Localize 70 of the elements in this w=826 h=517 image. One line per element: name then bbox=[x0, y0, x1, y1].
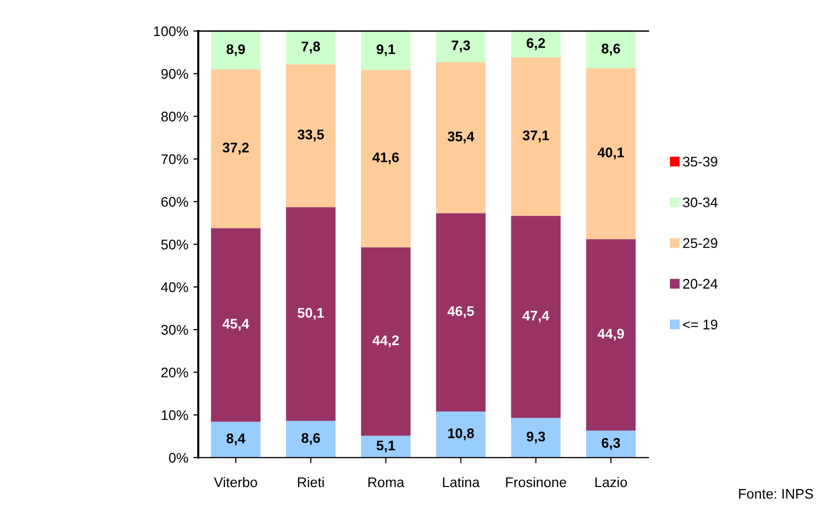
data-label: 6,3 bbox=[602, 438, 620, 450]
data-label: 8,9 bbox=[226, 44, 245, 56]
data-label: 7,3 bbox=[452, 40, 470, 52]
x-tick-label: Lazio bbox=[595, 476, 627, 488]
x-tick-label: Viterbo bbox=[214, 476, 258, 488]
y-tick-label: 50% bbox=[161, 240, 188, 250]
y-tick-label: 80% bbox=[161, 112, 188, 122]
bar bbox=[210, 69, 261, 228]
bar bbox=[436, 62, 486, 214]
data-label: 41,6 bbox=[372, 152, 399, 164]
data-label: 8,4 bbox=[226, 434, 246, 446]
data-label: 5,1 bbox=[376, 440, 396, 452]
bar bbox=[511, 31, 561, 58]
data-label: 35,4 bbox=[448, 132, 474, 144]
bar bbox=[511, 57, 561, 216]
legend-label: 35-39 bbox=[682, 156, 718, 167]
data-label: 33,5 bbox=[298, 130, 324, 142]
bar bbox=[286, 31, 336, 64]
bar bbox=[586, 68, 636, 240]
bar bbox=[586, 31, 636, 68]
data-label: 10,8 bbox=[448, 428, 474, 440]
bar bbox=[361, 247, 411, 436]
y-tick-label: 0% bbox=[168, 452, 188, 463]
bar bbox=[511, 216, 561, 418]
legend-label: 25-29 bbox=[683, 238, 718, 248]
y-tick-label: 90% bbox=[161, 69, 188, 79]
data-label: 46,5 bbox=[448, 306, 474, 318]
y-tick-label: 70% bbox=[161, 154, 188, 164]
bar bbox=[286, 420, 336, 458]
bar bbox=[286, 64, 336, 208]
y-tick-label: 20% bbox=[161, 368, 188, 378]
bar bbox=[361, 70, 411, 248]
y-tick-label: 100% bbox=[154, 26, 188, 36]
x-tick-label: Latina bbox=[443, 476, 480, 488]
bar bbox=[210, 422, 261, 458]
data-label: 8,6 bbox=[602, 44, 620, 56]
x-tick-label: Rieti bbox=[298, 476, 324, 488]
data-label: 37,1 bbox=[522, 130, 549, 142]
bar bbox=[436, 31, 486, 62]
data-label: 9,3 bbox=[526, 432, 546, 444]
data-label: 6,2 bbox=[526, 38, 545, 50]
bar bbox=[436, 213, 486, 412]
data-label: 44,9 bbox=[598, 328, 624, 341]
bar bbox=[436, 411, 486, 458]
bar bbox=[586, 430, 636, 458]
data-label: 45,4 bbox=[222, 318, 250, 331]
legend-label: 20-24 bbox=[683, 278, 718, 289]
data-label: 8,6 bbox=[302, 433, 320, 445]
bar bbox=[210, 228, 261, 422]
source-note: Fonte: INPS bbox=[739, 488, 813, 499]
x-tick-label: Roma bbox=[368, 478, 404, 488]
bar bbox=[210, 31, 261, 70]
x-tick-label: Frosinone bbox=[506, 476, 566, 488]
data-label: 9,1 bbox=[376, 44, 396, 56]
bar bbox=[586, 239, 636, 431]
bar bbox=[286, 207, 336, 421]
y-tick-label: 30% bbox=[161, 324, 188, 335]
data-label: 40,1 bbox=[598, 148, 624, 160]
data-label: 7,8 bbox=[302, 42, 320, 54]
data-label: 50,1 bbox=[298, 308, 324, 320]
y-tick-label: 10% bbox=[162, 410, 188, 420]
bar bbox=[361, 31, 411, 70]
y-tick-label: 40% bbox=[161, 282, 188, 292]
data-label: 44,2 bbox=[372, 335, 399, 348]
legend-label: 30-34 bbox=[682, 197, 718, 208]
y-tick-label: 60% bbox=[161, 196, 188, 207]
data-label: 47,4 bbox=[522, 310, 550, 323]
data-label: 37,2 bbox=[222, 142, 249, 154]
legend-label: <= 19 bbox=[683, 320, 718, 330]
bar bbox=[511, 418, 561, 458]
